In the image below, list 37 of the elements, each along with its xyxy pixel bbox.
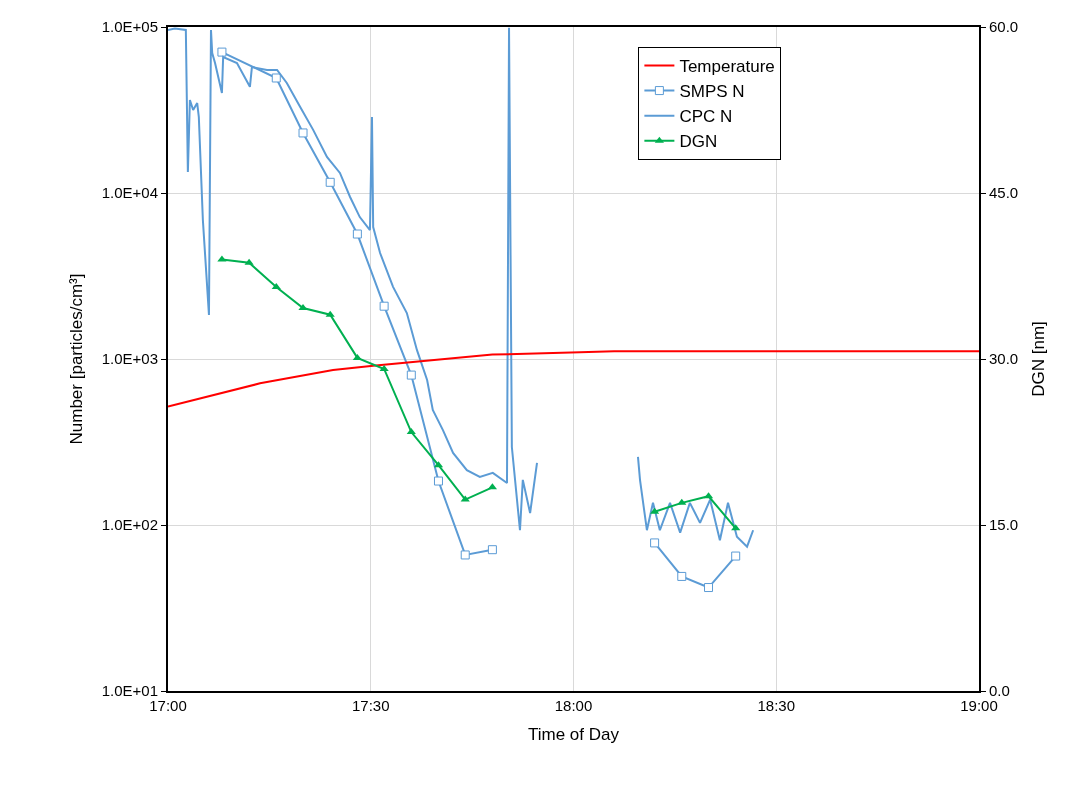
point — [217, 47, 227, 57]
y2-tick-label: 30.0 — [989, 350, 1019, 368]
y2-tick-label: 45.0 — [989, 184, 1019, 202]
y2-axis-title: DGN [nm] — [1029, 321, 1049, 397]
legend-label: Temperature — [679, 57, 775, 77]
y2-tick-label: 60.0 — [989, 18, 1019, 36]
point — [325, 177, 335, 187]
y-axis-title: Number [particles/cm³] — [66, 273, 86, 445]
x-tick-label: 17:30 — [351, 697, 390, 714]
y-tick-label: 1.0E+03 — [101, 350, 158, 368]
x-tick-label: 18:00 — [554, 697, 593, 714]
legend-label: SMPS N — [679, 82, 745, 102]
y-tick-label: 1.0E+01 — [101, 682, 158, 700]
point — [271, 73, 281, 83]
point — [433, 476, 443, 486]
y2-tick-label: 0.0 — [989, 682, 1010, 700]
point — [650, 538, 660, 548]
point — [352, 229, 362, 239]
point — [460, 550, 470, 560]
point — [487, 545, 497, 555]
x-tick-label: 18:30 — [757, 697, 796, 714]
point — [379, 301, 389, 311]
point — [731, 551, 741, 561]
line-series — [168, 350, 979, 408]
legend-label: DGN — [679, 132, 718, 152]
point — [298, 128, 308, 138]
x-tick-label: 17:00 — [149, 697, 187, 714]
y2-tick-label: 15.0 — [989, 516, 1019, 534]
legend-label: CPC N — [679, 107, 733, 127]
point — [704, 583, 714, 593]
x-axis-title: Time of Day — [527, 724, 620, 744]
y-tick-label: 1.0E+02 — [101, 516, 158, 534]
point — [406, 370, 416, 380]
x-tick-label: 19:00 — [960, 697, 998, 714]
y-tick-label: 1.0E+04 — [101, 184, 158, 202]
point — [677, 571, 687, 581]
y-tick-label: 1.0E+05 — [101, 18, 158, 36]
